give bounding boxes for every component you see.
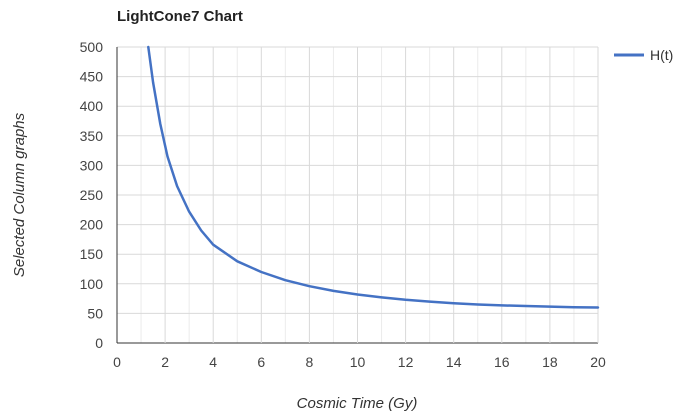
series-line-h-t	[147, 45, 600, 309]
x-tick-label: 4	[209, 354, 217, 370]
y-tick-label: 450	[80, 69, 104, 85]
x-tick-label: 8	[306, 354, 314, 370]
y-tick-label: 150	[80, 246, 104, 262]
y-tick-label: 100	[80, 276, 104, 292]
y-tick-label: 250	[80, 187, 104, 203]
x-axis-title: Cosmic Time (Gy)	[297, 395, 418, 412]
legend-label-h-t: H(t)	[650, 47, 673, 63]
y-tick-label: 350	[80, 128, 104, 144]
x-tick-label: 6	[257, 354, 265, 370]
y-tick-label: 0	[95, 335, 103, 351]
x-tick-label: 12	[398, 354, 414, 370]
x-axis-ticks: 0 2 4 6 8 10 12 14 16 18 20	[113, 354, 606, 370]
legend: H(t)	[614, 47, 673, 63]
chart-title: LightCone7 Chart	[117, 8, 243, 25]
x-tick-label: 10	[350, 354, 366, 370]
x-tick-label: 2	[161, 354, 169, 370]
x-tick-label: 20	[590, 354, 606, 370]
grid-lines	[116, 46, 599, 344]
y-axis-ticks: 0 50 100 150 200 250 300 350 400 450 500	[80, 39, 104, 351]
y-tick-label: 400	[80, 98, 104, 114]
x-tick-label: 16	[494, 354, 510, 370]
y-tick-label: 300	[80, 157, 104, 173]
y-tick-label: 50	[87, 305, 103, 321]
y-tick-label: 200	[80, 217, 104, 233]
y-axis-title: Selected Column graphs	[11, 112, 28, 277]
x-tick-label: 0	[113, 354, 121, 370]
x-tick-label: 14	[446, 354, 462, 370]
x-tick-label: 18	[542, 354, 558, 370]
y-tick-label: 500	[80, 39, 104, 55]
series-lines	[147, 45, 600, 309]
